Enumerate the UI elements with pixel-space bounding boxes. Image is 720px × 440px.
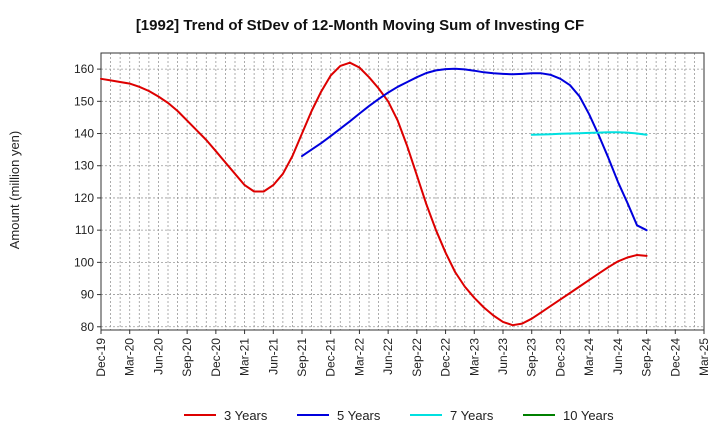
x-tick-label: Jun-21 — [266, 338, 280, 375]
x-tick-label: Dec-19 — [94, 338, 108, 377]
series-line-5-years — [301, 67, 648, 232]
y-tick-label: 160 — [74, 62, 94, 76]
series-line-3-years — [100, 61, 648, 327]
y-tick-label: 140 — [74, 127, 94, 141]
series-lines — [100, 61, 648, 327]
x-tick-label: Sep-21 — [295, 338, 309, 377]
y-tick-label: 110 — [75, 223, 94, 237]
x-tick-label: Mar-24 — [582, 338, 596, 376]
x-tick-label: Jun-24 — [611, 338, 625, 375]
y-axis-label: Amount (million yen) — [7, 131, 22, 250]
y-tick-label: 130 — [74, 159, 94, 173]
x-tick-label: Dec-22 — [439, 338, 453, 377]
chart-title: [1992] Trend of StDev of 12-Month Moving… — [136, 17, 584, 34]
x-tick-label: Dec-20 — [209, 338, 223, 377]
y-axis-ticks: 80 90 100 110 120 130 140 150 160 — [74, 62, 101, 334]
x-tick-label: Mar-22 — [352, 338, 366, 376]
y-tick-label: 150 — [74, 94, 94, 108]
x-tick-label: Dec-24 — [668, 338, 682, 377]
grid — [101, 53, 704, 330]
x-tick-label: Mar-25 — [697, 338, 711, 376]
legend-label-7-years: 7 Years — [450, 408, 494, 423]
x-tick-label: Mar-20 — [123, 338, 137, 376]
x-tick-label: Jun-23 — [496, 338, 510, 375]
y-tick-label: 100 — [74, 255, 94, 269]
legend-label-3-years: 3 Years — [224, 408, 268, 423]
x-tick-label: Jun-22 — [381, 338, 395, 375]
legend-label-10-years: 10 Years — [563, 408, 614, 423]
legend-label-5-years: 5 Years — [337, 408, 381, 423]
y-tick-label: 120 — [74, 191, 94, 205]
x-tick-label: Sep-24 — [640, 338, 654, 377]
x-axis-ticks: Dec-19 Mar-20 Jun-20 Sep-20 Dec-20 Mar-21 Jun-… — [94, 330, 711, 377]
x-tick-label: Dec-23 — [553, 338, 567, 377]
x-tick-label: Jun-20 — [151, 338, 165, 375]
y-tick-label: 80 — [81, 320, 95, 334]
x-tick-label: Sep-20 — [180, 338, 194, 377]
legend: 3 Years 5 Years 7 Years 10 Years — [184, 408, 614, 423]
y-tick-label: 90 — [81, 288, 95, 302]
series-line-7-years — [530, 131, 648, 136]
x-tick-label: Sep-23 — [525, 338, 539, 377]
x-tick-label: Mar-21 — [238, 338, 252, 376]
plot-area — [100, 52, 705, 331]
x-tick-label: Mar-23 — [467, 338, 481, 376]
x-tick-label: Sep-22 — [410, 338, 424, 377]
x-tick-label: Dec-21 — [324, 338, 338, 377]
